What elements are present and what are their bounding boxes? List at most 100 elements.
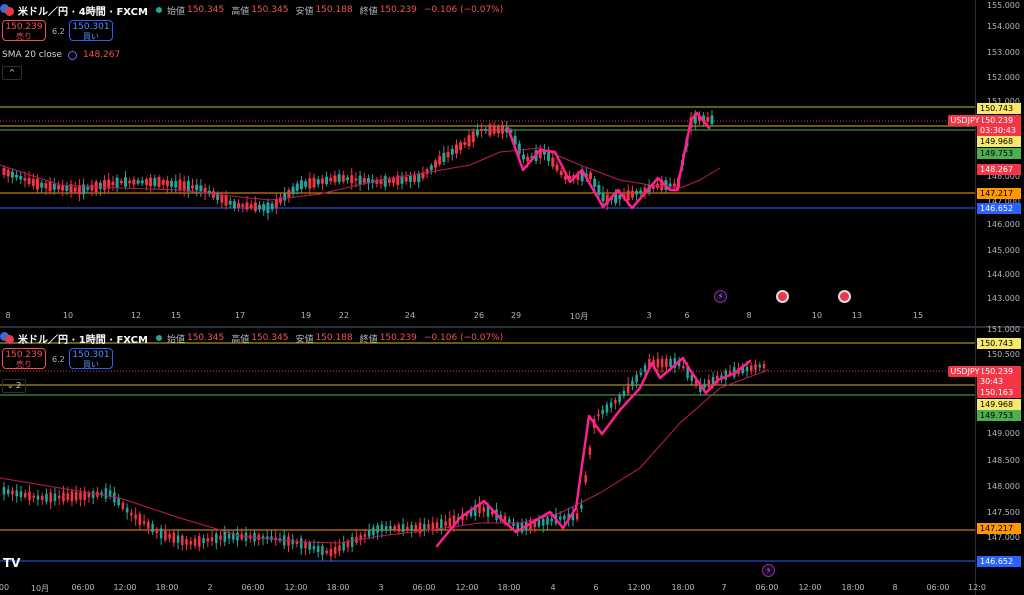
- candle: [299, 180, 303, 190]
- candle: [697, 116, 701, 122]
- price-tag: 149.968: [977, 136, 1021, 147]
- candle: [387, 179, 391, 183]
- candle: [601, 192, 605, 202]
- candle: [207, 190, 211, 195]
- time-tick: 6: [593, 583, 599, 592]
- candle: [418, 522, 422, 534]
- time-tick: 12:00: [455, 583, 479, 592]
- candle: [555, 164, 559, 171]
- buy-button[interactable]: 150.301 買い: [69, 20, 113, 41]
- chart-pane-4h[interactable]: 米ドル／円 · 4時間 · FXCM 始値 150.345 高値 150.345 安…: [0, 0, 1024, 327]
- candle: [19, 176, 23, 180]
- high-value: 150.345: [251, 333, 289, 343]
- us-news-flag-icon[interactable]: [776, 290, 789, 303]
- economic-event-icon[interactable]: ⚡: [714, 290, 727, 303]
- spread-value: 6.2: [52, 27, 65, 36]
- candle: [359, 535, 362, 541]
- price-axis-1h[interactable]: 151.000 150.500 149.000 148.500 148.000 147.5…: [975, 325, 1024, 595]
- candle: [308, 178, 312, 189]
- candle: [241, 204, 245, 207]
- candle: [232, 201, 236, 209]
- candle: [505, 127, 509, 133]
- candle: [686, 367, 689, 378]
- candle: [605, 194, 609, 205]
- close-label: 終値: [359, 6, 378, 17]
- candle: [159, 528, 163, 539]
- candle: [104, 488, 108, 499]
- price-tag: 03:30:43: [977, 125, 1021, 136]
- sell-button[interactable]: 150.239 売り: [2, 348, 46, 369]
- price-tag: 30:43: [977, 376, 1021, 387]
- chart-canvas-1h[interactable]: [0, 328, 976, 595]
- tradingview-logo[interactable]: TV: [3, 556, 21, 570]
- open-label: 始値: [166, 6, 185, 17]
- candle: [702, 115, 706, 123]
- candle: [366, 178, 370, 184]
- chart-pane-1h[interactable]: 米ドル／円 · 1時間 · FXCM 始値 150.345 高値 150.345 安…: [0, 325, 1024, 595]
- candle: [417, 174, 421, 183]
- candle: [631, 380, 634, 387]
- price-tick: 154.000: [986, 22, 1020, 31]
- candle: [107, 179, 111, 189]
- candle: [471, 131, 475, 143]
- candle: [427, 524, 430, 530]
- time-tick: 10: [62, 311, 74, 320]
- symbol-title[interactable]: 米ドル／円 · 4時間 · FXCM: [18, 6, 148, 18]
- candle: [538, 149, 542, 159]
- candle: [431, 522, 435, 530]
- indicator-settings-icon[interactable]: [68, 50, 77, 60]
- candle: [446, 151, 450, 158]
- price-tag: 150.743: [977, 103, 1021, 114]
- candle: [496, 126, 500, 134]
- candle: [563, 176, 567, 180]
- candle: [393, 526, 396, 530]
- candle: [588, 447, 592, 455]
- candle: [178, 179, 182, 191]
- collapse-legend-button[interactable]: ^: [2, 66, 22, 80]
- candle: [341, 175, 345, 182]
- candle: [414, 524, 418, 532]
- candle: [45, 493, 48, 502]
- candle: [149, 177, 153, 187]
- candle: [618, 194, 622, 200]
- time-tick: 18:00: [497, 583, 521, 592]
- candle: [215, 533, 218, 544]
- candle: [291, 186, 295, 195]
- candle: [550, 518, 553, 522]
- candle: [232, 532, 235, 540]
- candle: [639, 190, 643, 193]
- candle: [350, 175, 354, 184]
- candle: [164, 529, 167, 541]
- candle: [115, 177, 119, 188]
- candle: [74, 491, 78, 501]
- candle: [283, 192, 287, 201]
- economic-event-icon[interactable]: ⚡: [762, 564, 775, 577]
- candle: [40, 182, 44, 188]
- candle: [172, 532, 176, 543]
- candle: [195, 184, 199, 191]
- candle: [274, 537, 277, 541]
- price-tag: 149.753: [977, 148, 1021, 159]
- time-tick: 2: [207, 583, 213, 592]
- candle: [754, 364, 757, 370]
- candle: [155, 528, 159, 533]
- candle: [333, 175, 337, 183]
- symbol-title[interactable]: 米ドル／円 · 1時間 · FXCM: [18, 334, 148, 346]
- candle: [589, 172, 593, 180]
- time-tick: 12:00: [627, 583, 651, 592]
- buy-button[interactable]: 150.301 買い: [69, 348, 113, 369]
- us-news-flag-icon[interactable]: [838, 290, 851, 303]
- price-axis-4h[interactable]: 155.000154.000153.000152.000151.000149.0…: [975, 0, 1024, 327]
- candle: [410, 525, 413, 531]
- sell-button[interactable]: 150.239 売り: [2, 20, 46, 41]
- expand-indicators-button[interactable]: ⌄ 2: [2, 379, 26, 393]
- sma-indicator-legend[interactable]: SMA 20 close 148.267: [2, 50, 120, 60]
- time-tick: 29: [510, 311, 522, 320]
- chart-canvas-4h[interactable]: [0, 0, 976, 327]
- close-label: 終値: [359, 334, 378, 345]
- candle: [580, 504, 583, 509]
- candle: [199, 185, 203, 192]
- pane-divider[interactable]: [0, 326, 1024, 328]
- candle: [711, 377, 715, 386]
- candle: [291, 539, 294, 545]
